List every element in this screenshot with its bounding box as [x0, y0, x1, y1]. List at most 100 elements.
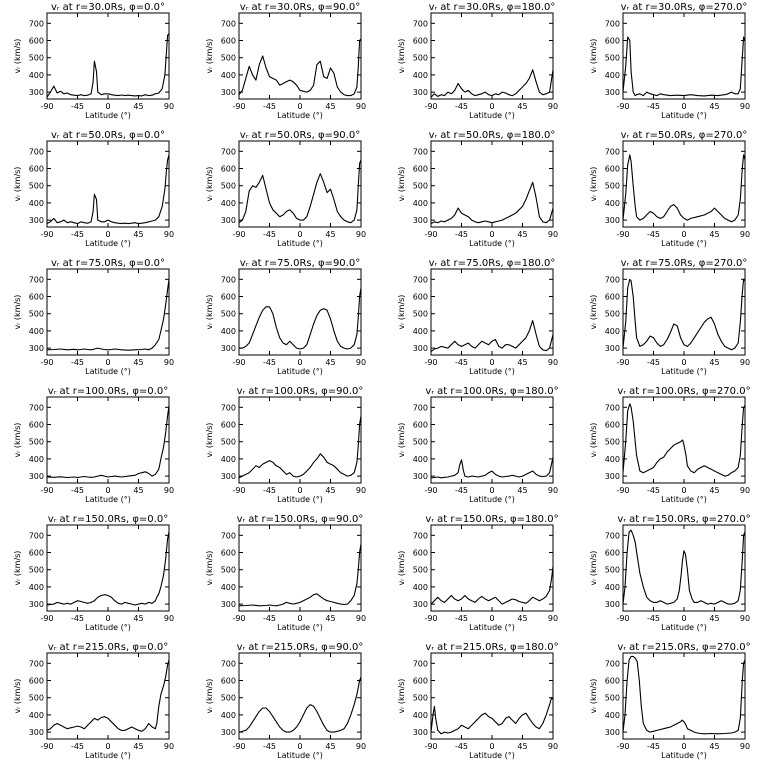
series-line [430, 566, 554, 605]
x-tick-label: 45 [133, 614, 143, 623]
x-tick-label: 0 [105, 102, 110, 111]
x-axis-label: Latitude (°) [277, 111, 323, 120]
x-tick-label: 90 [548, 102, 558, 111]
y-tick-label: 700 [605, 275, 620, 284]
subplot-20: vᵣ at r=150.0Rs, φ=270.0° -90 -45 0 45 90 300 4… [589, 514, 751, 632]
y-tick-label: 300 [29, 88, 44, 97]
x-tick-label: -45 [455, 102, 468, 111]
y-axis-label: vᵣ (km/s) [397, 295, 406, 330]
y-tick-label: 700 [221, 147, 236, 156]
subplot-title: vᵣ at r=75.0Rs, φ=0.0° [51, 258, 165, 269]
plot-frame [622, 396, 746, 484]
y-axis-label: vᵣ (km/s) [13, 167, 22, 202]
y-axis-label: vᵣ (km/s) [13, 423, 22, 458]
y-tick-label: 400 [605, 583, 620, 592]
subplot-19: vᵣ at r=150.0Rs, φ=180.0° -90 -45 0 45 90 300 4… [397, 514, 559, 632]
x-tick-label: 45 [517, 230, 527, 239]
y-tick-label: 600 [413, 421, 428, 430]
series-line [430, 457, 554, 479]
y-tick-label: 400 [605, 455, 620, 464]
x-tick-label: -90 [424, 358, 437, 367]
x-tick-label: 45 [517, 486, 527, 495]
y-tick-label: 700 [29, 19, 44, 28]
y-tick-label: 400 [29, 199, 44, 208]
series-line [238, 415, 362, 479]
y-axis-label: vᵣ (km/s) [205, 679, 214, 714]
y-tick-label: 700 [221, 19, 236, 28]
y-tick-label: 700 [413, 659, 428, 668]
subplot-7: vᵣ at r=50.0Rs, φ=180.0° -90 -45 0 45 90 300 40… [397, 130, 558, 248]
x-tick-label: -45 [71, 102, 84, 111]
x-tick-label: -45 [455, 358, 468, 367]
x-tick-label: -90 [232, 102, 245, 111]
x-tick-label: -90 [616, 230, 629, 239]
y-tick-label: 600 [605, 37, 620, 46]
y-axis-label: vᵣ (km/s) [13, 295, 22, 330]
y-tick-label: 700 [605, 403, 620, 412]
x-tick-label: 45 [517, 614, 527, 623]
y-tick-label: 700 [221, 659, 236, 668]
x-tick-label: 0 [681, 230, 686, 239]
y-tick-label: 300 [605, 88, 620, 97]
y-tick-label: 700 [413, 275, 428, 284]
y-tick-label: 600 [221, 421, 236, 430]
x-tick-label: -45 [455, 486, 468, 495]
series-line [238, 676, 362, 733]
x-tick-label: 0 [297, 358, 302, 367]
y-tick-label: 400 [221, 327, 236, 336]
subplot-title: vᵣ at r=150.0Rs, φ=270.0° [617, 514, 750, 525]
y-tick-label: 700 [605, 19, 620, 28]
x-tick-label: -45 [263, 358, 276, 367]
subplot-4: vᵣ at r=30.0Rs, φ=270.0° -90 -45 0 45 90 300 40… [589, 2, 750, 120]
x-tick-label: 90 [740, 742, 750, 751]
y-tick-label: 400 [29, 327, 44, 336]
x-tick-label: -90 [424, 742, 437, 751]
x-tick-label: 90 [548, 614, 558, 623]
plot-frame [46, 524, 170, 612]
subplot-24: vᵣ at r=215.0Rs, φ=270.0° -90 -45 0 45 90 300 4… [589, 642, 751, 760]
x-axis-label: Latitude (°) [661, 367, 707, 376]
x-tick-label: -90 [232, 358, 245, 367]
x-tick-label: -45 [455, 230, 468, 239]
subplot-title: vᵣ at r=30.0Rs, φ=90.0° [240, 2, 360, 13]
y-tick-label: 700 [29, 147, 44, 156]
x-tick-label: -90 [40, 486, 53, 495]
y-tick-label: 500 [29, 54, 44, 63]
y-axis-label: vᵣ (km/s) [397, 39, 406, 74]
y-tick-label: 400 [413, 583, 428, 592]
y-axis-label: vᵣ (km/s) [13, 679, 22, 714]
y-tick-label: 600 [221, 165, 236, 174]
series-line [46, 405, 170, 479]
y-tick-label: 700 [29, 275, 44, 284]
y-tick-label: 500 [605, 438, 620, 447]
x-tick-label: 0 [297, 230, 302, 239]
x-axis-label: Latitude (°) [661, 495, 707, 504]
x-tick-label: 0 [489, 614, 494, 623]
x-tick-label: -90 [616, 486, 629, 495]
x-tick-label: 0 [489, 230, 494, 239]
subplot-17: vᵣ at r=150.0Rs, φ=0.0° -90 -45 0 45 90 300 400… [13, 514, 174, 632]
y-axis-label: vᵣ (km/s) [205, 167, 214, 202]
series-line [622, 529, 746, 605]
subplot-13: vᵣ at r=100.0Rs, φ=0.0° -90 -45 0 45 90 300 400… [13, 386, 174, 504]
x-tick-label: -45 [647, 102, 660, 111]
x-tick-label: 0 [681, 614, 686, 623]
x-tick-label: 45 [133, 742, 143, 751]
x-tick-label: 45 [325, 102, 335, 111]
series-line [238, 159, 362, 224]
subplot-title: vᵣ at r=215.0Rs, φ=90.0° [237, 642, 364, 653]
y-tick-label: 300 [221, 216, 236, 225]
y-tick-label: 400 [221, 71, 236, 80]
x-tick-label: -45 [71, 614, 84, 623]
y-tick-label: 300 [413, 216, 428, 225]
subplot-6: vᵣ at r=50.0Rs, φ=90.0° -90 -45 0 45 90 300 400… [205, 130, 366, 248]
x-tick-label: 90 [164, 102, 174, 111]
y-tick-label: 300 [29, 472, 44, 481]
x-tick-label: 45 [325, 742, 335, 751]
series-line [430, 69, 554, 98]
y-tick-label: 400 [605, 199, 620, 208]
plot-frame [622, 652, 746, 740]
x-tick-label: -45 [71, 742, 84, 751]
y-tick-label: 500 [605, 310, 620, 319]
